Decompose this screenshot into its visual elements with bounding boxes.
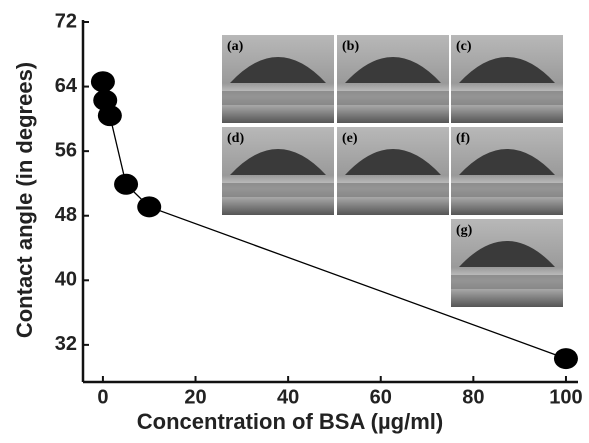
inset-label: (b) — [342, 39, 359, 54]
droplet — [459, 57, 555, 83]
x-tick-label: 0 — [97, 386, 108, 408]
x-tick-label: 100 — [549, 386, 582, 408]
marker — [90, 71, 115, 93]
x-tick-label: 40 — [277, 386, 299, 408]
droplet — [230, 149, 326, 175]
x-tick-label: 80 — [462, 386, 484, 408]
y-tick-label: 56 — [55, 139, 77, 161]
x-tick-label: 20 — [184, 386, 206, 408]
marker — [97, 105, 122, 127]
y-tick-label: 72 — [55, 10, 77, 32]
y-tick-label: 32 — [55, 333, 77, 355]
y-tick-label: 40 — [55, 269, 77, 291]
substrate — [337, 91, 449, 105]
droplet — [345, 149, 441, 175]
y-tick-label: 48 — [55, 204, 77, 226]
inset-label: (d) — [227, 131, 244, 146]
inset-label: (a) — [227, 39, 244, 54]
droplet — [230, 57, 326, 83]
droplet — [345, 57, 441, 83]
marker — [114, 173, 139, 195]
marker — [137, 196, 162, 218]
x-axis-label: Concentration of BSA (µg/ml) — [137, 409, 443, 434]
y-tick-label: 64 — [55, 75, 78, 97]
insets: (a) (b) (c) (d) (e) (f) (g) — [222, 35, 563, 307]
x-tick-label: 60 — [370, 386, 392, 408]
inset-label: (c) — [456, 39, 472, 54]
y-axis-label: Contact angle (in degrees) — [12, 62, 37, 338]
droplet — [459, 241, 555, 267]
substrate — [451, 183, 563, 197]
inset-label: (e) — [342, 131, 358, 146]
droplet — [459, 149, 555, 175]
substrate — [222, 183, 334, 197]
inset-label: (g) — [456, 223, 473, 238]
substrate — [451, 91, 563, 105]
marker — [553, 348, 578, 370]
substrate — [337, 183, 449, 197]
substrate — [451, 275, 563, 289]
inset-label: (f) — [456, 131, 470, 146]
substrate — [222, 91, 334, 105]
